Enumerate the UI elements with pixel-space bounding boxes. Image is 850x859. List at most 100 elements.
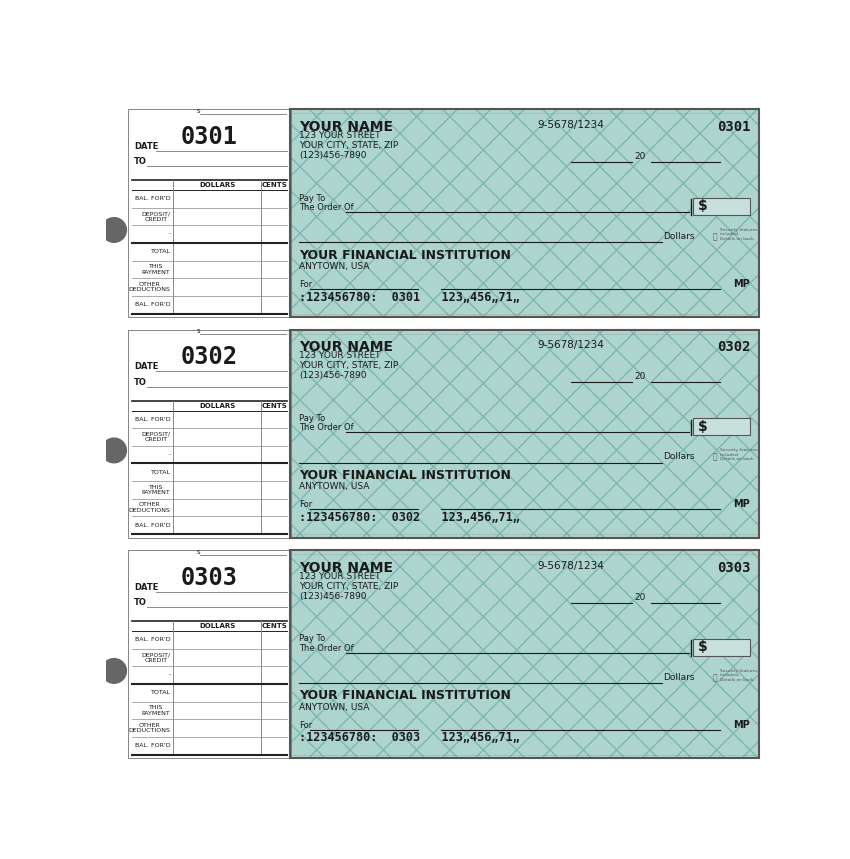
Text: 20: 20 [635,593,646,602]
Bar [128,109,291,317]
Bar [128,330,291,538]
Text: Pay To: Pay To [299,193,326,203]
Text: THIS
PAYMENT: THIS PAYMENT [142,484,171,496]
Text: TOTAL: TOTAL [150,249,171,254]
Text: Dollars: Dollars [664,232,695,241]
Text: The Order Of: The Order Of [299,423,354,432]
Text: 9-5678/1234: 9-5678/1234 [538,120,604,130]
Text: For: For [299,721,313,730]
Text: MP: MP [733,279,750,289]
Bar [290,330,759,538]
Text: 🔒: 🔒 [712,673,717,682]
Text: 123 YOUR STREET: 123 YOUR STREET [299,351,381,360]
Text: MP: MP [733,499,750,509]
Text: 0301: 0301 [717,120,751,134]
Text: For: For [299,500,313,509]
Bar [290,109,759,317]
Text: YOUR CITY, STATE, ZIP: YOUR CITY, STATE, ZIP [299,141,399,149]
Text: (123)456-7890: (123)456-7890 [299,592,366,600]
Text: YOUR NAME: YOUR NAME [299,561,394,575]
Text: :123456780:  0302   123„456„71„: :123456780: 0302 123„456„71„ [299,511,520,524]
Text: 0301: 0301 [181,125,238,149]
Text: s: s [196,108,200,114]
Text: DOLLARS: DOLLARS [199,182,235,188]
Text: ANYTOWN, USA: ANYTOWN, USA [299,482,370,491]
Bar [290,109,759,317]
Text: For: For [299,280,313,289]
Text: DOLLARS: DOLLARS [199,623,235,629]
Bar [290,330,759,538]
Text: 0303: 0303 [181,565,238,589]
Text: YOUR CITY, STATE, ZIP: YOUR CITY, STATE, ZIP [299,362,399,370]
Text: Dollars: Dollars [664,673,695,682]
Text: 0302: 0302 [181,345,238,369]
Text: s: s [196,328,200,334]
Bar [290,551,759,758]
Text: 0302: 0302 [717,340,751,355]
Text: TO: TO [134,378,147,387]
Text: DEPOSIT/
CREDIT: DEPOSIT/ CREDIT [141,652,171,663]
Text: The Order Of: The Order Of [299,203,354,212]
Text: YOUR FINANCIAL INSTITUTION: YOUR FINANCIAL INSTITUTION [299,248,511,261]
Bar [693,639,750,655]
Text: 0303: 0303 [717,561,751,575]
Text: BAL. FOR'D: BAL. FOR'D [135,523,171,527]
Text: TO: TO [134,157,147,167]
Text: Security features
included.
Details on back.: Security features included. Details on b… [720,448,757,461]
Text: YOUR NAME: YOUR NAME [299,340,394,355]
Text: OTHER
DEDUCTIONS: OTHER DEDUCTIONS [128,503,171,513]
Text: 123 YOUR STREET: 123 YOUR STREET [299,572,381,581]
Text: $: $ [699,420,708,434]
Text: BAL. FOR'D: BAL. FOR'D [135,417,171,422]
Text: s: s [196,549,200,555]
Text: 9-5678/1234: 9-5678/1234 [538,340,604,350]
Text: :123456780:  0303   123„456„71„: :123456780: 0303 123„456„71„ [299,732,520,745]
Text: DATE: DATE [134,142,158,151]
Text: YOUR NAME: YOUR NAME [299,120,394,134]
Text: BAL. FOR'D: BAL. FOR'D [135,302,171,308]
Text: CENTS: CENTS [261,403,287,409]
Text: (123)456-7890: (123)456-7890 [299,371,366,381]
Text: YOUR FINANCIAL INSTITUTION: YOUR FINANCIAL INSTITUTION [299,690,511,703]
Text: (123)456-7890: (123)456-7890 [299,151,366,160]
Text: DOLLARS: DOLLARS [199,403,235,409]
Text: Pay To: Pay To [299,414,326,423]
Text: Security features
included.
Details on back.: Security features included. Details on b… [720,228,757,241]
Circle shape [102,659,127,683]
Text: THIS
PAYMENT: THIS PAYMENT [142,705,171,716]
Text: TOTAL: TOTAL [150,691,171,695]
Bar [290,109,759,317]
Text: 20: 20 [635,372,646,381]
Bar [290,551,759,758]
Text: 20: 20 [635,152,646,161]
Circle shape [102,217,127,242]
Text: DATE: DATE [134,582,158,592]
Text: OTHER
DEDUCTIONS: OTHER DEDUCTIONS [128,722,171,734]
Text: CENTS: CENTS [261,623,287,629]
Bar [290,551,759,758]
Text: ANYTOWN, USA: ANYTOWN, USA [299,262,370,271]
Text: :123456780:  0301   123„456„71„: :123456780: 0301 123„456„71„ [299,290,520,303]
Text: YOUR CITY, STATE, ZIP: YOUR CITY, STATE, ZIP [299,582,399,591]
Text: DEPOSIT/
CREDIT: DEPOSIT/ CREDIT [141,431,171,442]
Text: BAL. FOR'D: BAL. FOR'D [135,637,171,643]
Text: -: - [168,673,171,678]
Text: DATE: DATE [134,362,158,371]
Text: 9-5678/1234: 9-5678/1234 [538,561,604,571]
Text: OTHER
DEDUCTIONS: OTHER DEDUCTIONS [128,282,171,293]
Text: 123 YOUR STREET: 123 YOUR STREET [299,131,381,140]
Text: Security features
included.
Details on back.: Security features included. Details on b… [720,668,757,682]
Text: CENTS: CENTS [261,182,287,188]
Text: Dollars: Dollars [664,453,695,461]
Bar [693,198,750,215]
Text: TOTAL: TOTAL [150,470,171,475]
Text: The Order Of: The Order Of [299,643,354,653]
Text: TO: TO [134,598,147,607]
Bar [693,418,750,436]
Text: BAL. FOR'D: BAL. FOR'D [135,197,171,201]
Text: $: $ [699,199,708,213]
Bar [128,551,291,758]
Text: YOUR FINANCIAL INSTITUTION: YOUR FINANCIAL INSTITUTION [299,469,511,482]
Text: DEPOSIT/
CREDIT: DEPOSIT/ CREDIT [141,211,171,222]
Text: THIS
PAYMENT: THIS PAYMENT [142,264,171,275]
